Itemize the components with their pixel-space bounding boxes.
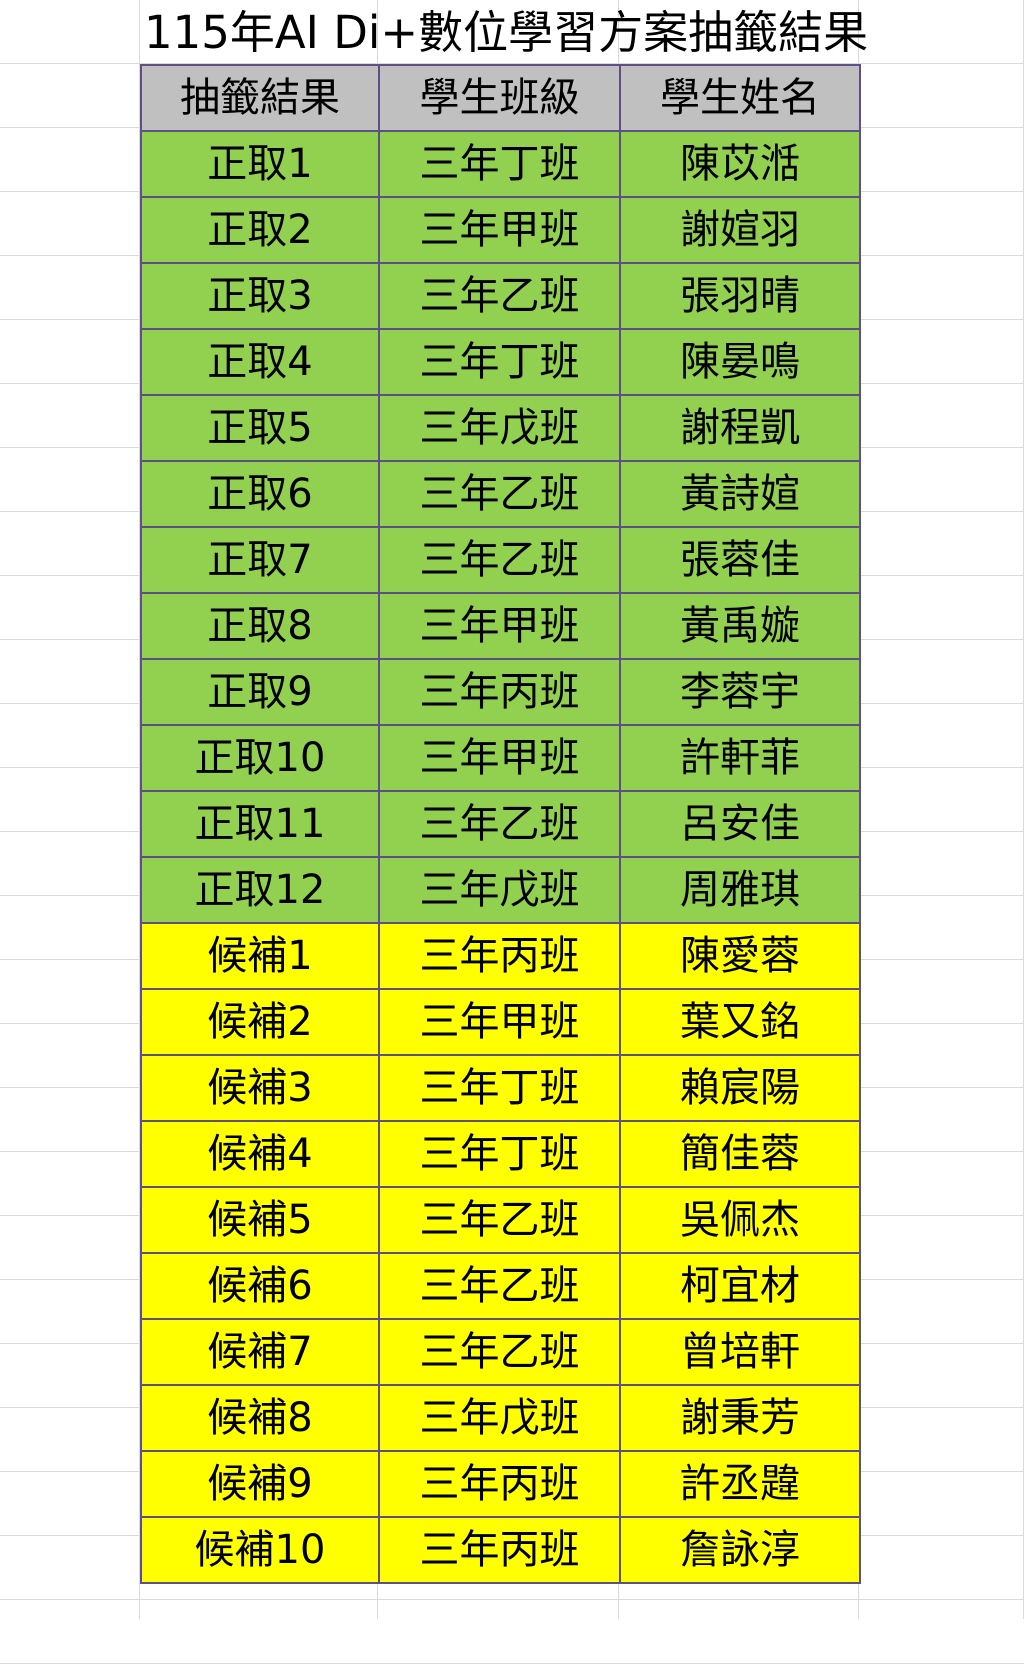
cell-name: 謝秉芳 [619, 1384, 861, 1452]
cell-rank: 正取10 [140, 724, 380, 792]
cell-rank: 候補10 [140, 1516, 380, 1584]
cell-name: 周雅琪 [619, 856, 861, 924]
cell-name: 李蓉宇 [619, 658, 861, 726]
cell-rank: 候補7 [140, 1318, 380, 1386]
cell-class: 三年丙班 [378, 1516, 621, 1584]
table-row: 正取11 三年乙班 呂安佳 [140, 790, 861, 858]
cell-name: 曾培軒 [619, 1318, 861, 1386]
cell-name: 黃禹嫙 [619, 592, 861, 660]
cell-class: 三年戊班 [378, 1384, 621, 1452]
cell-class: 三年乙班 [378, 790, 621, 858]
cell-rank: 正取11 [140, 790, 380, 858]
table-row: 正取4 三年丁班 陳晏鳴 [140, 328, 861, 396]
cell-name: 陳晏鳴 [619, 328, 861, 396]
table-row: 正取10 三年甲班 許軒菲 [140, 724, 861, 792]
cell-rank: 候補8 [140, 1384, 380, 1452]
table-body: 正取1 三年丁班 陳苡湉 正取2 三年甲班 謝媗羽 正取3 三年乙班 張羽晴 正取4 三年丁班 陳晏鳴… [140, 130, 861, 1584]
cell-name: 陳苡湉 [619, 130, 861, 198]
cell-class: 三年乙班 [378, 1252, 621, 1320]
cell-name: 賴宸陽 [619, 1054, 861, 1122]
table-row: 候補1 三年丙班 陳愛蓉 [140, 922, 861, 990]
cell-class: 三年丁班 [378, 328, 621, 396]
cell-name: 許丞韙 [619, 1450, 861, 1518]
cell-rank: 正取6 [140, 460, 380, 528]
column-header-rank: 抽籤結果 [140, 64, 380, 132]
column-header-class: 學生班級 [378, 64, 621, 132]
table-row: 正取5 三年戊班 謝程凱 [140, 394, 861, 462]
cell-rank: 候補4 [140, 1120, 380, 1188]
table-row: 候補5 三年乙班 吳佩杰 [140, 1186, 861, 1254]
sheet-row [0, 1600, 1024, 1664]
cell-rank: 候補6 [140, 1252, 380, 1320]
cell-rank: 正取7 [140, 526, 380, 594]
column-header-name: 學生姓名 [619, 64, 861, 132]
cell-class: 三年甲班 [378, 592, 621, 660]
cell-class: 三年丙班 [378, 922, 621, 990]
cell-name: 陳愛蓉 [619, 922, 861, 990]
table-row: 正取1 三年丁班 陳苡湉 [140, 130, 861, 198]
cell-name: 吳佩杰 [619, 1186, 861, 1254]
cell-name: 謝媗羽 [619, 196, 861, 264]
table-row: 候補2 三年甲班 葉又銘 [140, 988, 861, 1056]
cell-rank: 正取5 [140, 394, 380, 462]
cell-class: 三年乙班 [378, 460, 621, 528]
cell-name: 黃詩媗 [619, 460, 861, 528]
cell-rank: 正取1 [140, 130, 380, 198]
table-row: 候補8 三年戊班 謝秉芳 [140, 1384, 861, 1452]
table-row: 候補10 三年丙班 詹詠淳 [140, 1516, 861, 1584]
cell-class: 三年乙班 [378, 526, 621, 594]
table-row: 正取7 三年乙班 張蓉佳 [140, 526, 861, 594]
cell-name: 詹詠淳 [619, 1516, 861, 1584]
cell-name: 謝程凱 [619, 394, 861, 462]
table-row: 候補7 三年乙班 曾培軒 [140, 1318, 861, 1386]
cell-class: 三年甲班 [378, 724, 621, 792]
cell-class: 三年丁班 [378, 1054, 621, 1122]
cell-class: 三年戊班 [378, 394, 621, 462]
cell-class: 三年甲班 [378, 988, 621, 1056]
cell-name: 呂安佳 [619, 790, 861, 858]
cell-class: 三年丙班 [378, 658, 621, 726]
cell-rank: 正取9 [140, 658, 380, 726]
table-row: 候補3 三年丁班 賴宸陽 [140, 1054, 861, 1122]
table-row: 正取2 三年甲班 謝媗羽 [140, 196, 861, 264]
cell-class: 三年丁班 [378, 130, 621, 198]
cell-name: 張羽晴 [619, 262, 861, 330]
sheet-row [0, 0, 1024, 64]
table-row: 正取9 三年丙班 李蓉宇 [140, 658, 861, 726]
cell-class: 三年乙班 [378, 1318, 621, 1386]
cell-rank: 候補5 [140, 1186, 380, 1254]
cell-class: 三年戊班 [378, 856, 621, 924]
cell-rank: 正取8 [140, 592, 380, 660]
cell-class: 三年丁班 [378, 1120, 621, 1188]
cell-rank: 正取2 [140, 196, 380, 264]
table-row: 正取12 三年戊班 周雅琪 [140, 856, 861, 924]
cell-name: 簡佳蓉 [619, 1120, 861, 1188]
sheet-row [0, 1536, 1024, 1600]
cell-name: 葉又銘 [619, 988, 861, 1056]
cell-class: 三年甲班 [378, 196, 621, 264]
cell-rank: 候補9 [140, 1450, 380, 1518]
cell-rank: 候補3 [140, 1054, 380, 1122]
cell-rank: 正取4 [140, 328, 380, 396]
table-row: 正取3 三年乙班 張羽晴 [140, 262, 861, 330]
cell-class: 三年乙班 [378, 262, 621, 330]
table-row: 候補4 三年丁班 簡佳蓉 [140, 1120, 861, 1188]
cell-name: 柯宜材 [619, 1252, 861, 1320]
lottery-result-table: 抽籤結果 學生班級 學生姓名 正取1 三年丁班 陳苡湉 正取2 三年甲班 謝媗羽 正取3 三年… [140, 64, 861, 1584]
sheet-column [5, 0, 140, 1619]
cell-class: 三年乙班 [378, 1186, 621, 1254]
cell-rank: 候補2 [140, 988, 380, 1056]
table-row: 正取8 三年甲班 黃禹嫙 [140, 592, 861, 660]
cell-rank: 正取12 [140, 856, 380, 924]
cell-name: 許軒菲 [619, 724, 861, 792]
cell-class: 三年丙班 [378, 1450, 621, 1518]
cell-rank: 候補1 [140, 922, 380, 990]
cell-name: 張蓉佳 [619, 526, 861, 594]
table-row: 候補6 三年乙班 柯宜材 [140, 1252, 861, 1320]
cell-rank: 正取3 [140, 262, 380, 330]
table-row: 正取6 三年乙班 黃詩媗 [140, 460, 861, 528]
table-row: 候補9 三年丙班 許丞韙 [140, 1450, 861, 1518]
table-header-row: 抽籤結果 學生班級 學生姓名 [140, 64, 861, 132]
